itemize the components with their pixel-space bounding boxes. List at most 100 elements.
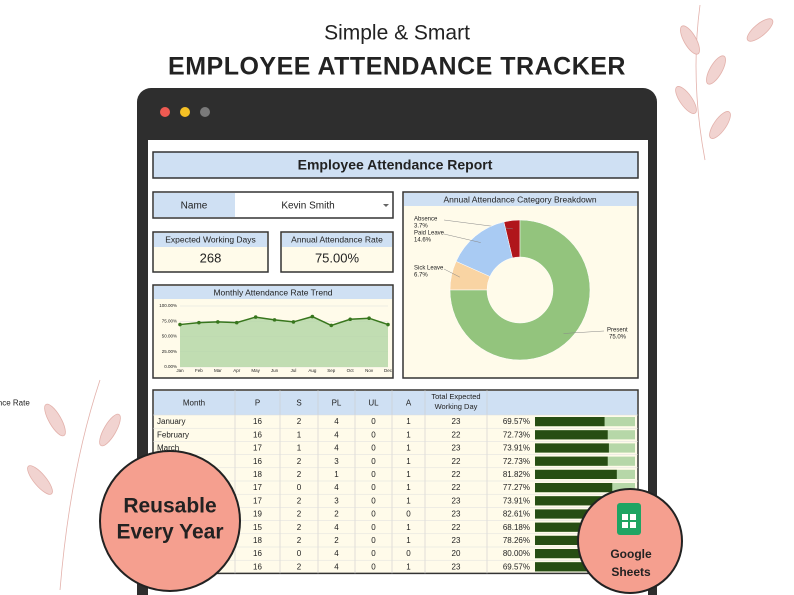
table-cell: 81.82% [503,470,530,479]
table-header: Total Expected Working Day [431,392,480,411]
table-cell: 1 [406,562,411,571]
table-cell: 0 [371,430,376,439]
table-cell: 4 [334,523,339,532]
table-cell: 2 [297,523,302,532]
slice-label: Present [607,328,628,334]
table-cell: 0 [371,523,376,532]
window-dot [180,107,190,117]
table-cell: 18 [253,536,262,545]
table-cell: 15 [253,523,262,532]
table-cell: 68.18% [503,523,530,532]
badge-circle [99,450,241,592]
table-cell: 23 [452,417,461,426]
x-tick-label: Sep [327,368,336,373]
table-cell: 1 [406,417,411,426]
point [216,320,220,324]
rate-bar [535,469,617,479]
leader-line [443,268,460,278]
slice-label: Sick Leave [414,266,444,272]
chart-title: Monthly Attendance Rate Trend [213,287,332,297]
table-cell: 2 [297,536,302,545]
x-tick-label: Apr [233,368,241,373]
title: EMPLOYEE ATTENDANCE TRACKER [168,53,626,81]
point [234,320,239,325]
y-tick-label: 25.00% [162,349,177,354]
window-dot [200,107,210,117]
x-tick-label: Nov [365,368,374,373]
table-cell: 0 [371,417,376,426]
table-header: Attendance Rate [0,399,30,408]
table-cell: 2 [334,510,339,519]
table-cell: 4 [334,549,339,558]
table-cell: 69.57% [503,562,530,571]
table-cell: 23 [452,496,461,505]
rate-bar [535,496,609,506]
table-cell: 18 [253,470,262,479]
table-cell: 0 [406,510,411,519]
x-tick-label: Dec [384,368,393,373]
table-cell: 72.73% [503,430,530,439]
y-tick-label: 75.00% [162,318,177,323]
table-cell: 1 [297,430,302,439]
window-dot [160,107,170,117]
table-cell: 3 [334,496,339,505]
y-tick-label: 50.00% [162,334,177,339]
rate-bar [535,417,605,427]
x-tick-label: Jul [291,368,297,373]
kpi-value: 75.00% [315,250,360,265]
table-cell: 2 [297,417,302,426]
chart-title: Annual Attendance Category Breakdown [443,194,596,204]
table-cell: 0 [371,444,376,453]
report-title-bar [152,151,639,179]
table-cell: January [157,417,185,426]
x-tick-label: Feb [195,368,203,373]
rate-bar [535,483,613,493]
chart-title-band [404,193,637,206]
table-cell: 16 [253,457,262,466]
leader-line [563,330,605,334]
leader-line [443,233,481,243]
table-header: S [296,399,301,408]
table-cell: 17 [253,496,262,505]
table-cell: 23 [452,562,461,571]
table-cell: 17 [253,483,262,492]
sheets-badge: Google Sheets [577,488,683,594]
table-cell: 72.73% [503,457,530,466]
table-cell: 0 [371,510,376,519]
table-cell: 22 [452,523,461,532]
table-cell: 16 [253,562,262,571]
table-cell: March [157,444,179,453]
x-tick-label: Jun [271,368,279,373]
table-cell: 1 [406,430,411,439]
subtitle: Simple & Smart [324,22,470,45]
line [179,315,389,327]
point [348,317,352,322]
chart-title-band [154,286,392,299]
table-cell: 17 [253,444,262,453]
slice-value-label: 6.7% [414,273,428,279]
point [386,322,390,327]
table-cell: 0 [406,549,411,558]
table-cell: 77.27% [503,483,530,492]
table-cell: 1 [297,444,302,453]
table-cell: 80.00% [503,549,530,558]
kpi-label-band [154,233,267,247]
slice [449,219,591,361]
table-cell: 3 [334,457,339,466]
table-cell: 1 [406,470,411,479]
table-cell: 2 [297,496,302,505]
table-cell: 73.91% [503,496,530,505]
table-cell: 0 [371,536,376,545]
x-tick-label: Mar [214,368,222,373]
table-cell: 0 [371,496,376,505]
table-cell: 0 [371,470,376,479]
slice-value-label: 14.6% [414,238,432,244]
table-cell: 4 [334,562,339,571]
table-cell: 16 [253,549,262,558]
table-cell: 16 [253,417,262,426]
table-cell: 0 [297,549,302,558]
table-cell: 1 [406,457,411,466]
name-value: Kevin Smith [281,201,334,212]
table-cell: 4 [334,417,339,426]
